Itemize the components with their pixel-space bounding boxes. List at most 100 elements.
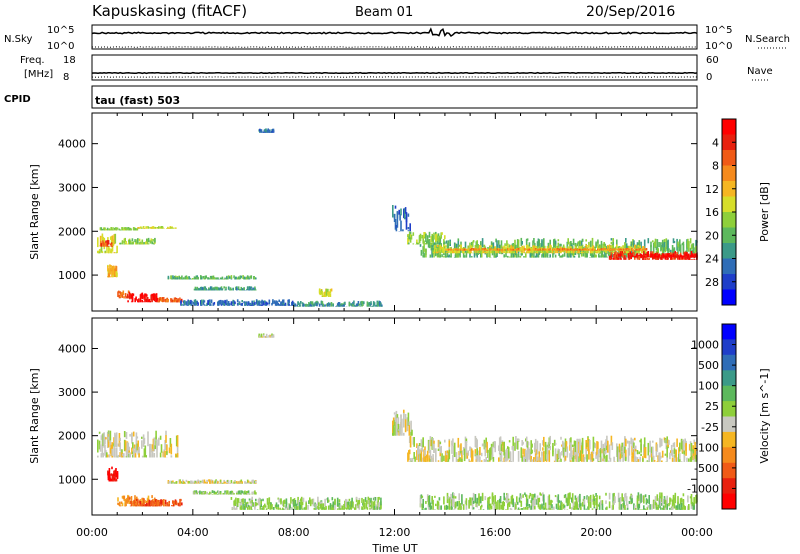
colorbar-cell — [722, 243, 736, 259]
ytick-label: 1000 — [58, 269, 86, 282]
scatter-region-1 — [107, 466, 119, 482]
colorbar-cell — [722, 478, 736, 495]
xtick-label: 12:00 — [379, 526, 411, 539]
scatter-region-18 — [445, 247, 648, 251]
scatter-region-12 — [293, 300, 383, 307]
colorbar-cell — [722, 134, 736, 151]
nsky-tick-top: 10^5 — [47, 25, 74, 36]
power-colorbar-label: Power [dB] — [758, 182, 771, 242]
colorbar-cell — [722, 354, 736, 371]
ytick-label: 4000 — [58, 343, 86, 356]
colorbar-tick-label: 25 — [705, 400, 719, 413]
power-panel-frame — [91, 112, 698, 312]
scatter-region-9 — [167, 275, 257, 280]
colorbar-tick-label: -100 — [694, 441, 719, 454]
colorbar-cell — [722, 339, 736, 356]
station-title: Kapuskasing (fitACF) — [92, 2, 247, 20]
power-colorbar: 4 8 12 16 20 24 28 — [705, 118, 737, 306]
power-heatmap — [97, 128, 698, 307]
colorbar-tick-label: 4 — [712, 136, 719, 149]
nsky-tick-bottom: 10^0 — [47, 41, 74, 52]
ytick-label: 1000 — [58, 473, 86, 486]
ytick-label: 2000 — [58, 430, 86, 443]
scatter-region-9 — [419, 492, 698, 510]
colorbar-tick-label: 500 — [698, 359, 719, 372]
scatter-region-4 — [119, 237, 156, 245]
ytick-label: 3000 — [58, 181, 86, 194]
scatter-region-5 — [107, 264, 118, 278]
cpid-value: tau (fast) 503 — [95, 94, 180, 107]
velocity-heatmap — [97, 333, 698, 510]
time-axis-ticks: 00:00 04:00 08:00 12:00 16:00 20:00 00:00 — [76, 526, 713, 539]
colorbar-tick-label: 100 — [698, 380, 719, 393]
velocity-colorbar: 1000 500 100 25 -25 -100 -500 -1000 — [687, 323, 737, 510]
colorbar-cell — [722, 431, 736, 448]
colorbar-tick-label: 24 — [705, 253, 719, 266]
colorbar-cell — [722, 416, 736, 433]
scatter-region-0 — [97, 430, 179, 458]
ytick-label: 4000 — [58, 138, 86, 151]
time-axis-label: Time UT — [371, 542, 417, 554]
cpid-label: CPID — [4, 94, 31, 105]
nave-label: Nave — [747, 66, 773, 77]
nsky-panel-frame — [91, 24, 698, 50]
scatter-region-0 — [99, 227, 139, 231]
colorbar-cell — [722, 258, 736, 275]
colorbar-tick-label: 8 — [712, 160, 719, 173]
colorbar-tick-label: 28 — [705, 276, 719, 289]
xtick-label: 00:00 — [76, 526, 108, 539]
colorbar-tick-label: 1000 — [691, 339, 719, 352]
scatter-region-10 — [258, 333, 275, 338]
scatter-region-3 — [129, 498, 183, 507]
scatter-region-21 — [258, 128, 275, 133]
scatter-region-1 — [137, 226, 177, 229]
freq-trace — [91, 71, 698, 75]
scatter-region-14 — [392, 205, 411, 232]
ytick-label: 3000 — [58, 386, 86, 399]
colorbar-cell — [722, 324, 736, 340]
scatter-region-8 — [157, 297, 183, 303]
scatter-region-13 — [318, 288, 333, 297]
scatter-region-4 — [167, 479, 257, 484]
nsky-label: N.Sky — [4, 34, 32, 45]
colorbar-cell — [722, 119, 736, 135]
colorbar-cell — [722, 196, 736, 213]
scatter-region-6 — [117, 290, 134, 299]
xtick-label: 16:00 — [479, 526, 511, 539]
colorbar-tick-label: 20 — [705, 229, 719, 242]
colorbar-cell — [722, 462, 736, 479]
power-ylabel: Slant Range [km] — [28, 164, 41, 260]
scatter-region-3 — [99, 240, 114, 247]
nsky-trace — [91, 27, 698, 38]
nsearch-label: N.Search — [745, 34, 790, 45]
date-title: 20/Sep/2016 — [586, 4, 675, 20]
nsearch-tick-bottom: 10^0 — [705, 41, 732, 52]
colorbar-cell — [722, 493, 736, 510]
cpid-panel-frame — [91, 85, 698, 109]
power-yticks: 1000 2000 3000 4000 — [58, 113, 698, 311]
colorbar-cell — [722, 150, 736, 166]
velocity-yticks: 1000 2000 3000 4000 — [58, 318, 698, 515]
ytick-label: 2000 — [58, 225, 86, 238]
colorbar-cell — [722, 401, 736, 417]
colorbar-cell — [722, 165, 736, 182]
colorbar-cell — [722, 385, 736, 402]
colorbar-cell — [722, 289, 736, 306]
colorbar-cell — [722, 447, 736, 464]
nave-tick-bottom: 0 — [706, 72, 712, 83]
scatter-region-5 — [192, 490, 257, 495]
freq-tick-top: 18 — [63, 55, 76, 66]
scatter-region-15 — [407, 231, 446, 245]
colorbar-tick-label: -500 — [694, 462, 719, 475]
scatter-region-7 — [127, 292, 159, 303]
colorbar-cell — [722, 227, 736, 244]
colorbar-tick-label: -25 — [701, 421, 719, 434]
xtick-label: 08:00 — [278, 526, 310, 539]
freq-panel-frame — [91, 54, 698, 81]
freq-tick-bottom: 8 — [63, 72, 69, 83]
nave-tick-top: 60 — [706, 55, 719, 66]
colorbar-tick-label: 12 — [705, 183, 719, 196]
colorbar-cell — [722, 370, 736, 387]
xtick-label: 00:00 — [681, 526, 713, 539]
